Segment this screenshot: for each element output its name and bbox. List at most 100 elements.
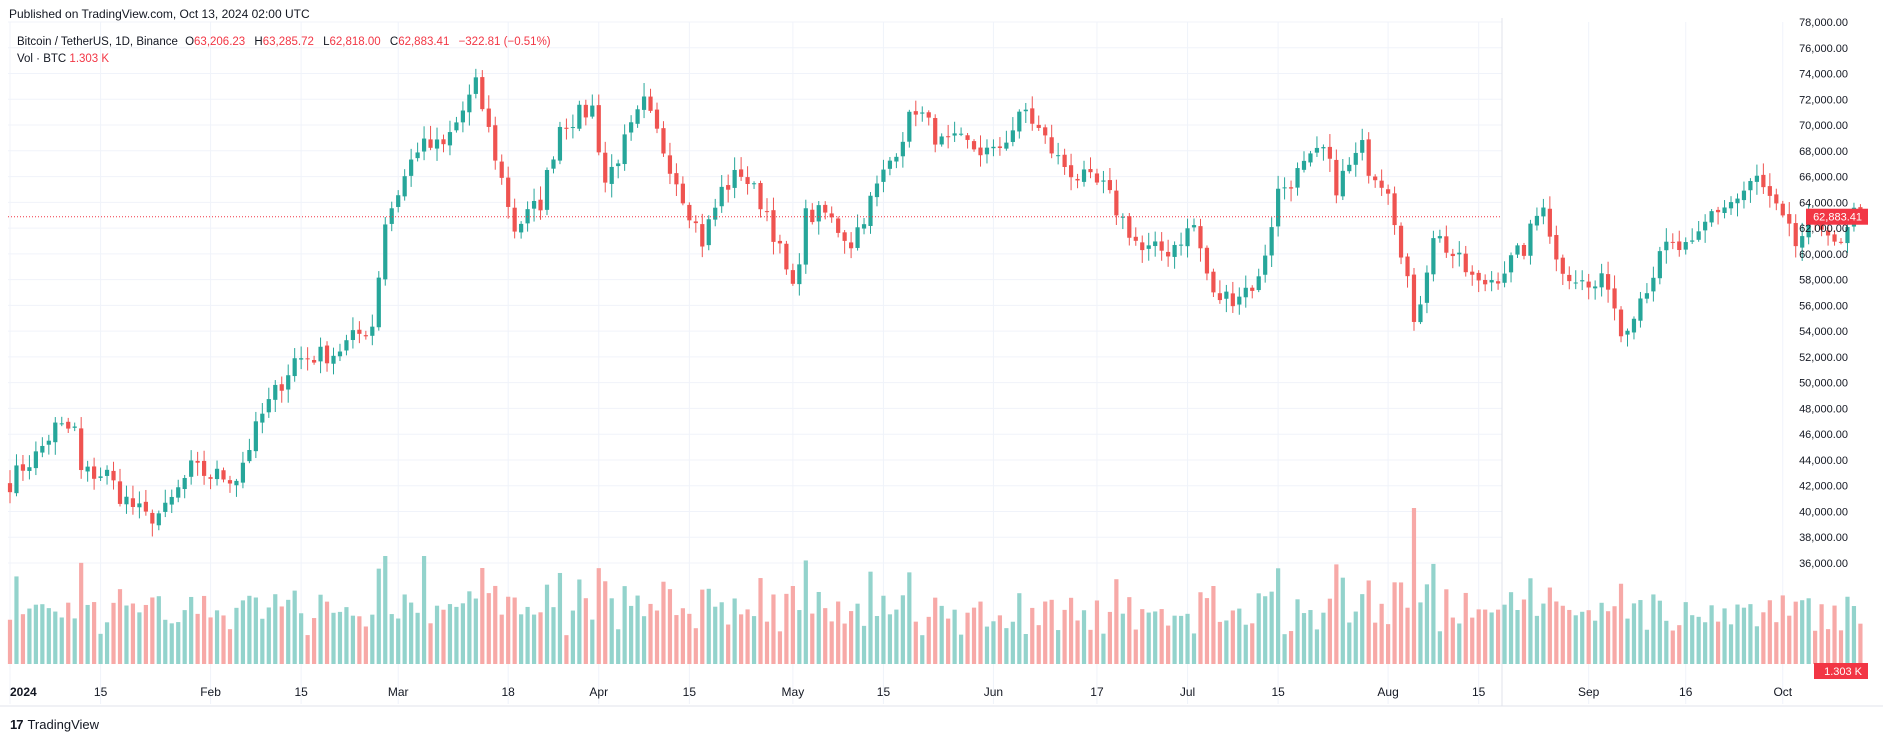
volume-bar	[7, 619, 13, 664]
volume-bar	[687, 613, 692, 664]
volume-bar	[1237, 608, 1242, 664]
x-tick-label: Apr	[589, 685, 608, 699]
volume-bar	[499, 614, 504, 664]
y-tick-label: 42,000.00	[1799, 481, 1848, 493]
volume-bar	[1140, 609, 1145, 664]
volume-bar	[538, 612, 543, 664]
volume-bar	[421, 556, 427, 664]
volume-bar	[1851, 606, 1857, 664]
volume-bar	[648, 603, 653, 664]
volume-bar	[1567, 609, 1572, 664]
volume-bar	[79, 562, 84, 664]
volume-bar	[900, 595, 905, 664]
x-tick-label: 15	[94, 685, 108, 699]
candle-body	[1800, 236, 1805, 248]
candle-body	[286, 375, 291, 390]
volume-bar	[771, 594, 776, 664]
volume-bar	[1405, 607, 1410, 664]
candle-body	[150, 512, 155, 524]
candle-body	[1172, 244, 1177, 257]
volume-bar	[1767, 600, 1772, 664]
volume-bar	[544, 584, 550, 664]
candle-body	[1036, 124, 1041, 128]
volume-bar	[635, 595, 640, 664]
candle-body	[590, 105, 595, 117]
candle-body	[266, 399, 271, 413]
price-axis[interactable]: 78,000.00 76,000.00 74,000.00 72,000.00 70,0…	[0, 17, 1883, 707]
volume-bar	[318, 594, 323, 664]
candle-body	[764, 211, 770, 213]
candle-body	[1580, 280, 1585, 282]
y-tick-label: 70,000.00	[1799, 120, 1848, 132]
volume-bar	[1612, 606, 1617, 664]
volume-bar	[920, 635, 925, 664]
volume-bar	[823, 608, 828, 664]
volume-bar	[1521, 599, 1527, 664]
volume-bar	[85, 604, 90, 664]
volume-bar	[1347, 622, 1352, 664]
volume-bar	[1813, 630, 1818, 664]
candle-body	[1133, 236, 1138, 241]
volume-bar	[53, 611, 58, 664]
volume-bar	[667, 589, 673, 664]
candle-body	[933, 118, 938, 145]
x-tick-label: Mar	[388, 685, 409, 699]
candle-body	[564, 127, 569, 129]
y-tick-label: 60,000.00	[1799, 249, 1848, 261]
candle-body	[1424, 272, 1430, 303]
volume-bar	[311, 618, 317, 664]
volume-bar	[641, 616, 647, 664]
volume-bar	[661, 581, 666, 664]
volume-bar	[1580, 611, 1585, 664]
volume-bar	[1858, 623, 1863, 664]
volume-bar	[1703, 622, 1708, 664]
candle-body	[1444, 236, 1449, 253]
volume-bar	[1101, 633, 1106, 664]
volume-bar	[111, 602, 116, 664]
candle-body	[98, 476, 103, 478]
candle-body	[85, 466, 90, 472]
candle-body	[1159, 241, 1164, 251]
volume-bar	[182, 610, 187, 664]
candle-body	[1243, 287, 1248, 298]
candle-body	[836, 218, 841, 233]
volume-bar	[1049, 599, 1054, 664]
volume-bar	[1625, 618, 1630, 664]
volume-bar	[764, 621, 770, 664]
volume-bar	[1327, 598, 1332, 664]
time-axis[interactable]: 2024 15 Feb 15 Mar 18 Apr 15 May 15 Jun 17 Jul 15 Aug 1…	[10, 685, 1883, 699]
symbol-label[interactable]: Bitcoin / TetherUS, 1D, Binance	[17, 36, 178, 48]
volume-label[interactable]: Vol · BTC	[17, 53, 67, 65]
volume-bar	[1217, 621, 1222, 664]
volume-bars	[7, 508, 1863, 664]
candle-body	[1748, 181, 1753, 191]
volume-bar	[1483, 609, 1488, 664]
candle-body	[1825, 230, 1831, 236]
candle-body	[1178, 244, 1184, 246]
candle-body	[1101, 180, 1106, 182]
candle-body	[1230, 293, 1235, 307]
y-tick-label: 74,000.00	[1799, 69, 1848, 81]
candle-body	[1631, 318, 1637, 333]
brand-footer[interactable]: 17 TradingView	[10, 717, 99, 732]
x-tick-label: Jun	[984, 685, 1003, 699]
volume-bar	[1838, 630, 1844, 664]
x-tick-label: 18	[502, 685, 516, 699]
volume-bar	[1664, 620, 1669, 664]
candle-body	[357, 329, 362, 334]
price-badge-bg	[1806, 208, 1868, 225]
candle-body	[531, 200, 537, 209]
candle-body	[1107, 180, 1112, 191]
volume-bar	[434, 605, 440, 664]
volume-bar	[1276, 568, 1281, 664]
volume-bar	[1386, 624, 1391, 664]
candle-body	[59, 423, 64, 425]
candle-body	[1198, 226, 1203, 249]
candle-body	[1237, 296, 1242, 305]
candle-body	[1437, 236, 1442, 239]
change-value: −322.81 (−0.51%)	[458, 36, 551, 48]
candle-body	[693, 221, 698, 224]
candle-body	[27, 467, 32, 471]
volume-bar	[1748, 604, 1753, 664]
